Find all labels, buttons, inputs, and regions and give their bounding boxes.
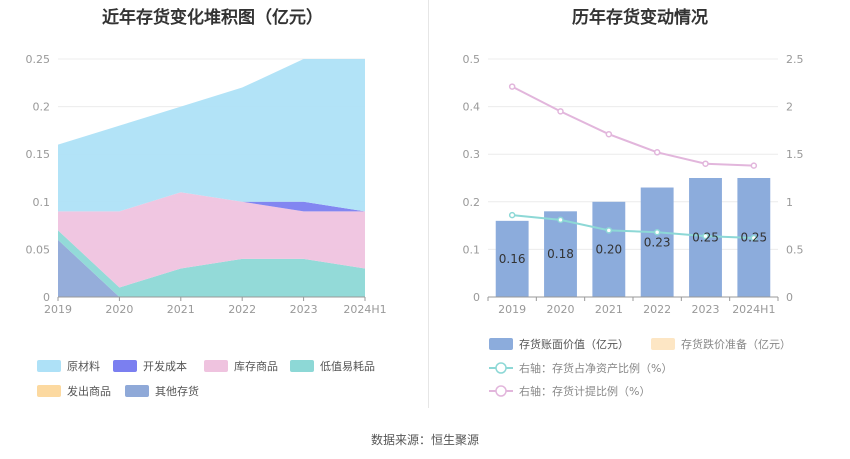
bar-label-2024H1: 0.25	[740, 231, 767, 245]
left-y-tick-label: 0.15	[26, 148, 51, 161]
legend-label-开发成本: 开发成本	[143, 359, 187, 373]
right-y2-tick-label: 0	[786, 291, 793, 304]
chart-divider	[428, 0, 429, 408]
right-y2-tick-label: 1.5	[786, 148, 804, 161]
bar-label-2019: 0.16	[499, 252, 526, 266]
right-y-tick-label: 0	[473, 291, 480, 304]
point-右轴：存货占净资产比例（%）	[605, 227, 613, 234]
point-右轴：存货计提比例（%）	[702, 160, 709, 167]
legend-label-原材料: 原材料	[67, 359, 100, 373]
right-y2-tick-label: 1	[786, 196, 793, 209]
legend-swatch-库存商品	[204, 360, 228, 372]
legend-label-低值易耗品: 低值易耗品	[320, 360, 375, 373]
right-y-tick-label: 0.1	[463, 243, 481, 256]
left-y-tick-label: 0.1	[33, 196, 51, 209]
right-y-tick-label: 0.4	[463, 101, 481, 114]
right-y2-tick-label: 2	[786, 101, 793, 114]
legend-label-库存商品: 库存商品	[234, 359, 278, 373]
legend-swatch-其他存货	[125, 385, 149, 397]
right-x-tick-label: 2019	[498, 303, 526, 316]
legend-label-impairment: 存货跌价准备（亿元）	[681, 337, 791, 351]
point-右轴：存货计提比例（%）	[557, 108, 564, 115]
legend-swatch-发出商品	[37, 385, 61, 397]
legend-marker-ratio-netassets	[495, 362, 507, 374]
legend-swatch-原材料	[37, 360, 61, 372]
area-库存商品	[58, 192, 365, 288]
bar-2020	[544, 211, 577, 297]
bar-2021	[592, 201, 626, 297]
point-右轴：存货占净资产比例（%）	[557, 216, 564, 224]
bar-label-2023: 0.25	[692, 231, 719, 245]
right-y-tick-label: 0.2	[463, 196, 481, 209]
legend-label-ratio-netassets: 右轴：存货占净资产比例（%）	[519, 361, 672, 375]
point-右轴：存货计提比例（%）	[653, 149, 661, 156]
legend-swatch-bookvalue	[489, 338, 513, 350]
area-开发成本	[58, 192, 365, 212]
left-chart-title: 近年存货变化堆积图（亿元）	[102, 8, 323, 28]
point-右轴：存货计提比例（%）	[750, 162, 758, 169]
legend-label-其他存货: 其他存货	[155, 384, 199, 398]
area-低值易耗品	[58, 230, 365, 297]
left-x-tick-label: 2022	[228, 303, 256, 316]
area-原材料	[58, 59, 365, 212]
right-x-tick-label: 2023	[692, 303, 720, 316]
right-x-tick-label: 2024H1	[732, 303, 775, 316]
point-右轴：存货计提比例（%）	[508, 83, 516, 90]
legend-label-bookvalue: 存货账面价值（亿元）	[519, 337, 629, 351]
right-y2-tick-label: 2.5	[786, 53, 804, 66]
point-右轴：存货占净资产比例（%）	[653, 229, 661, 236]
bar-label-2021: 0.20	[595, 242, 622, 256]
right-y-tick-label: 0.5	[463, 53, 481, 66]
point-右轴：存货计提比例（%）	[605, 130, 613, 138]
left-x-tick-label: 2019	[44, 303, 72, 316]
bar-2019	[495, 220, 529, 297]
point-右轴：存货占净资产比例（%）	[508, 211, 516, 219]
area-其他存货	[58, 239, 365, 297]
bar-label-2022: 0.23	[644, 235, 671, 249]
right-y-tick-label: 0.3	[463, 148, 481, 161]
point-右轴：存货占净资产比例（%）	[702, 232, 709, 240]
left-x-tick-label: 2021	[167, 303, 195, 316]
data-source: 数据来源：恒生聚源	[370, 433, 479, 447]
left-x-tick-label: 2024H1	[343, 303, 386, 316]
legend-swatch-impairment	[651, 338, 675, 350]
legend-swatch-低值易耗品	[290, 360, 314, 372]
legend-label-发出商品: 发出商品	[67, 384, 111, 398]
line-右轴：存货计提比例（%）	[511, 85, 754, 167]
right-x-tick-label: 2021	[595, 303, 623, 316]
bar-label-2020: 0.18	[547, 247, 574, 261]
left-y-tick-label: 0.2	[33, 101, 51, 114]
left-y-tick-label: 0	[43, 291, 50, 304]
line-右轴：存货占净资产比例（%）	[512, 214, 754, 239]
right-y2-tick-label: 0.5	[786, 243, 804, 256]
left-y-tick-label: 0.25	[26, 53, 51, 66]
left-x-tick-label: 2020	[105, 303, 133, 316]
bar-2022	[640, 187, 674, 297]
left-x-tick-label: 2023	[290, 303, 318, 316]
point-右轴：存货占净资产比例（%）	[750, 234, 758, 242]
right-x-tick-label: 2020	[547, 303, 575, 316]
legend-label-ratio-provision: 右轴：存货计提比例（%）	[519, 384, 650, 398]
legend-swatch-开发成本	[113, 360, 137, 372]
right-chart-title: 历年存货变动情况	[572, 8, 708, 28]
legend-marker-ratio-provision	[495, 385, 507, 397]
left-y-tick-label: 0.05	[26, 243, 51, 256]
right-x-tick-label: 2022	[643, 303, 671, 316]
